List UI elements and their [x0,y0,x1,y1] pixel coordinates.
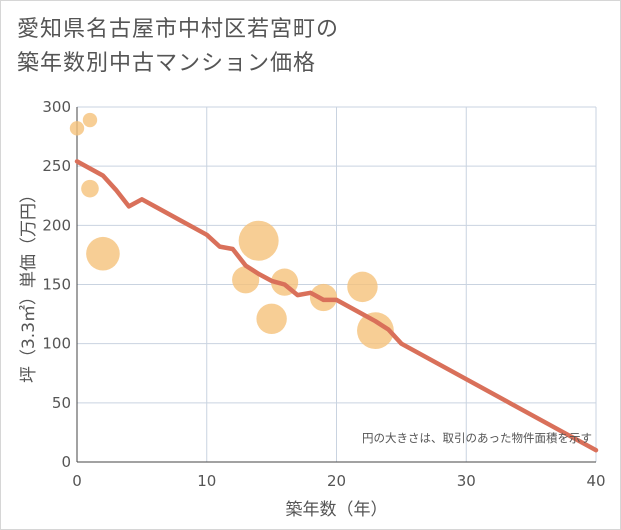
data-bubble [256,303,287,335]
chart-title: 愛知県名古屋市中村区若宮町の 築年数別中古マンション価格 [17,13,339,81]
data-bubble [81,179,99,198]
data-bubble [357,312,394,350]
x-tick-label: 10 [197,472,216,490]
y-tick-label: 250 [42,157,71,175]
data-bubble [238,220,279,261]
x-axis-label: 築年数（年） [286,500,388,520]
trend-line [74,159,599,453]
y-tick-label: 50 [52,394,71,412]
chart-title-line2: 築年数別中古マンション価格 [17,51,317,76]
data-bubble [69,121,85,136]
x-tick-label: 0 [72,472,82,490]
y-tick-label: 200 [42,216,71,234]
size-note: 円の大きさは、取引のあった物件面積を示す [362,431,592,445]
y-tick-label: 150 [42,276,71,294]
y-tick-label: 300 [42,98,71,116]
x-tick-label: 30 [457,472,476,490]
y-tick-label: 100 [42,335,71,353]
data-bubble [347,271,378,303]
y-tick-label: 0 [61,453,71,471]
data-bubble [86,236,120,271]
y-axis-label: 坪（3.3㎡）単価（万円） [19,186,39,383]
data-bubble [232,266,260,294]
chart-title-line1: 愛知県名古屋市中村区若宮町の [17,17,340,42]
data-bubble [82,112,98,128]
x-tick-label: 40 [586,472,605,490]
x-tick-label: 20 [327,472,346,490]
